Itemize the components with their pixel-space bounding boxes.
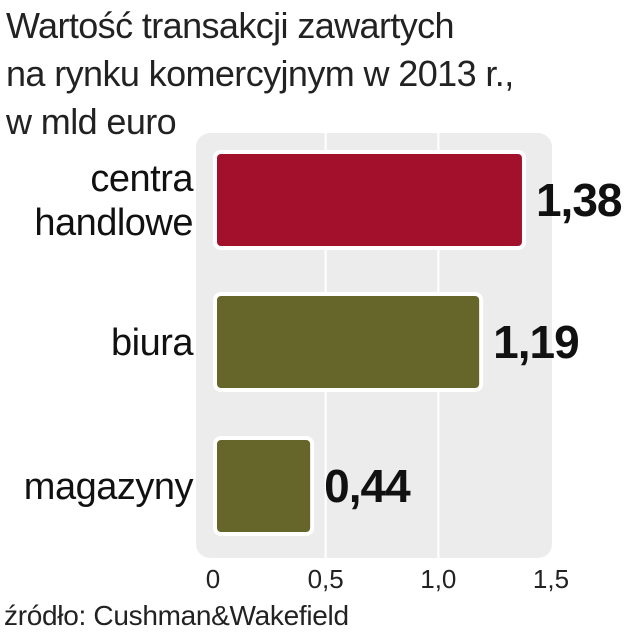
value-label: 0,44 [324,460,411,512]
category-label: handlowe [34,202,193,244]
value-label: 1,19 [493,316,579,368]
source-note: źródło: Cushman&Wakefield [4,600,349,631]
bar [213,150,526,250]
tick-label: 1,5 [533,564,569,594]
tick-label: 0 [206,564,220,594]
category-label: centra [90,158,194,200]
bar [213,292,484,392]
tick-label: 1,0 [420,564,456,594]
chart-title: Wartość transakcji zawartych na rynku ko… [6,2,606,146]
chart-title-line: Wartość transakcji zawartych [6,5,455,46]
bar [213,436,315,536]
value-label: 1,38 [536,174,622,226]
tick-label: 0,5 [308,564,344,594]
chart-title-line: w mld euro [6,101,177,142]
category-label: biura [111,322,194,364]
category-label: magazyny [24,466,194,508]
chart-title-line: na rynku komercyjnym w 2013 r., [6,53,514,94]
